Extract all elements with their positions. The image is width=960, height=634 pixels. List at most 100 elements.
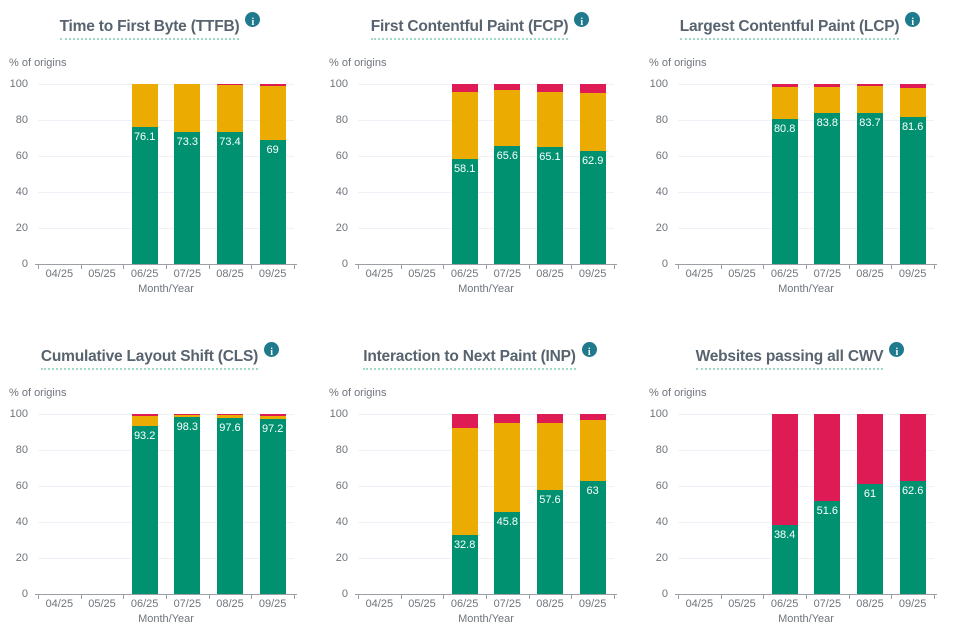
x-axis-tick (251, 265, 253, 269)
bar-segment-poor[interactable] (579, 414, 606, 421)
info-icon[interactable]: i (905, 12, 921, 28)
bar-segment-poor[interactable] (771, 84, 798, 87)
bar-segment-good[interactable] (259, 419, 286, 594)
bar-segment-poor[interactable] (451, 84, 478, 93)
bar-segment-poor[interactable] (899, 414, 926, 482)
bar-segment-good[interactable] (537, 146, 563, 264)
y-tick-label: 100 (329, 408, 348, 420)
chart-title-lcp[interactable]: Largest Contentful Paint (LCP) (679, 18, 899, 40)
bar-segment-good[interactable] (174, 417, 201, 594)
bar-segment-needs-improvement[interactable] (174, 414, 201, 418)
y-tick-label: 0 (661, 588, 668, 600)
bar-segment-good[interactable] (899, 481, 926, 594)
chart-title-fcp[interactable]: First Contentful Paint (FCP) (370, 18, 568, 40)
bar-segment-good[interactable] (771, 118, 798, 264)
bar-segment-good[interactable] (814, 113, 841, 264)
bar-segment-good[interactable] (131, 426, 158, 594)
bar-segment-needs-improvement[interactable] (537, 92, 563, 147)
bar-segment-good[interactable] (537, 490, 563, 594)
bar-segment-good[interactable] (771, 524, 798, 594)
bar-segment-poor[interactable] (217, 84, 243, 85)
y-tick-label: 40 (655, 186, 668, 198)
x-tick-label: 09/25 (258, 268, 287, 280)
bar-segment-poor[interactable] (899, 84, 926, 88)
bar-segment-needs-improvement[interactable] (131, 84, 158, 128)
bar-segment-good[interactable] (217, 131, 243, 264)
plot-area: 58.1 65.6 65.1 62.9 (355, 84, 617, 269)
bar-segment-needs-improvement[interactable] (537, 423, 563, 491)
bar-segment-poor[interactable] (131, 414, 158, 417)
bar-segment-good[interactable] (259, 139, 286, 264)
gridline (38, 522, 294, 523)
bar-segment-needs-improvement[interactable] (814, 86, 841, 114)
x-tick-label: 06/25 (130, 598, 159, 610)
x-axis-tick (934, 265, 935, 269)
bar-segment-good[interactable] (899, 117, 926, 264)
bar-segment-poor[interactable] (451, 414, 478, 429)
y-axis-tick-labels: 0 20 40 60 80 100 (320, 78, 354, 270)
bar-segment-poor[interactable] (259, 84, 286, 86)
bar-segment-poor[interactable] (174, 414, 201, 415)
bar-segment-poor[interactable] (814, 414, 841, 502)
x-tick-label: 04/25 (685, 268, 714, 280)
bar-segment-poor[interactable] (579, 84, 606, 93)
info-icon[interactable]: i (574, 12, 590, 28)
bar-segment-good[interactable] (174, 132, 201, 264)
bar-segment-needs-improvement[interactable] (259, 85, 286, 140)
bar-segment-poor[interactable] (259, 414, 286, 416)
bar-segment-poor[interactable] (217, 414, 243, 416)
info-icon[interactable]: i (264, 342, 280, 358)
info-icon[interactable]: i (245, 12, 261, 28)
bar-segment-needs-improvement[interactable] (217, 84, 243, 132)
chart-title-cwv[interactable]: Websites passing all CWV (695, 348, 884, 370)
bar-segment-poor[interactable] (857, 84, 883, 86)
bar-segment-good[interactable] (857, 113, 883, 264)
bar-segment-poor[interactable] (494, 84, 521, 90)
bar-segment-needs-improvement[interactable] (494, 89, 521, 146)
bar-segment-good[interactable] (579, 150, 606, 264)
info-icon[interactable]: i (889, 342, 905, 358)
x-axis-tick (486, 265, 487, 269)
bar-segment-poor[interactable] (537, 414, 563, 424)
info-icon[interactable]: i (581, 342, 597, 358)
gridline (358, 414, 614, 415)
bar-segment-poor[interactable] (814, 84, 841, 87)
bar-segment-poor[interactable] (771, 414, 798, 525)
bar-segment-needs-improvement[interactable] (217, 415, 243, 419)
x-axis-tick (848, 595, 850, 599)
bar-segment-poor[interactable] (857, 414, 883, 485)
chart-title-cls[interactable]: Cumulative Layout Shift (CLS) (40, 348, 258, 370)
bar-segment-needs-improvement[interactable] (899, 87, 926, 118)
bar-segment-needs-improvement[interactable] (174, 84, 201, 133)
bar-segment-needs-improvement[interactable] (494, 423, 521, 512)
bar-segment-needs-improvement[interactable] (579, 93, 606, 151)
bar-segment-good[interactable] (814, 501, 841, 594)
x-tick-label: 05/25 (88, 598, 116, 610)
x-axis-tick (571, 595, 573, 599)
bar-segment-needs-improvement[interactable] (259, 416, 286, 420)
chart-title-inp[interactable]: Interaction to Next Paint (INP) (363, 348, 576, 370)
bar-segment-good[interactable] (451, 159, 478, 264)
x-tick-label: 09/25 (578, 268, 607, 280)
gridline (358, 192, 614, 193)
bar-segment-good[interactable] (131, 127, 158, 264)
bar-segment-good[interactable] (857, 484, 883, 594)
x-axis-tick (208, 265, 210, 269)
bar-segment-poor[interactable] (494, 414, 521, 423)
bar-segment-good[interactable] (494, 145, 521, 264)
bar-segment-needs-improvement[interactable] (451, 92, 478, 160)
bar-segment-good[interactable] (217, 418, 243, 594)
bar-segment-good[interactable] (579, 480, 606, 594)
bar-segment-needs-improvement[interactable] (857, 85, 883, 114)
gridline (38, 414, 294, 415)
x-axis-tick (400, 595, 402, 599)
bar-segment-good[interactable] (494, 511, 521, 594)
bar-segment-good[interactable] (451, 534, 478, 594)
bar-segment-poor[interactable] (537, 84, 563, 93)
bar-segment-needs-improvement[interactable] (131, 416, 158, 427)
bar-segment-needs-improvement[interactable] (579, 420, 606, 481)
x-axis-tick (848, 265, 850, 269)
chart-title-ttfb[interactable]: Time to First Byte (TTFB) (59, 18, 240, 40)
bar-segment-needs-improvement[interactable] (771, 86, 798, 119)
bar-segment-needs-improvement[interactable] (451, 428, 478, 535)
